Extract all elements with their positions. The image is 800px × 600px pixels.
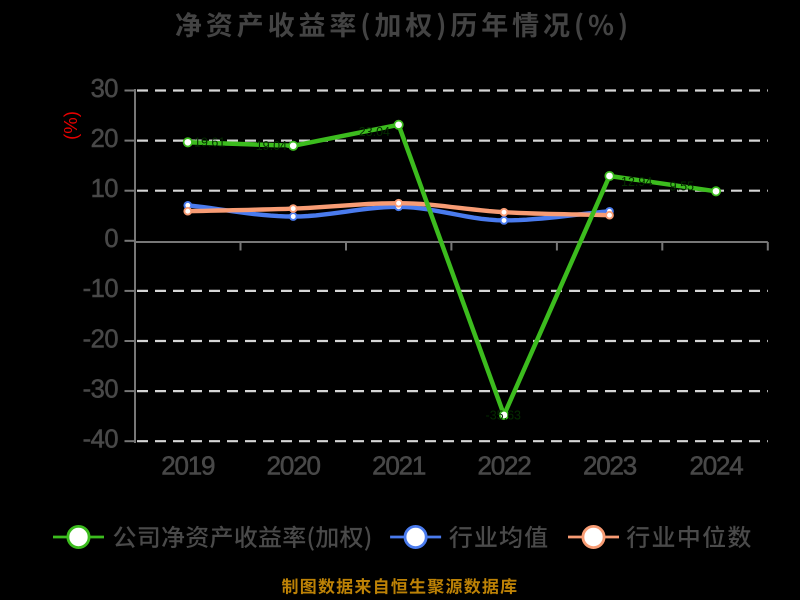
- svg-text:2021: 2021: [372, 450, 426, 480]
- svg-text:9.55: 9.55: [670, 180, 694, 194]
- svg-text:2024: 2024: [689, 450, 743, 480]
- svg-text:(%): (%): [60, 111, 81, 140]
- svg-text:2020: 2020: [267, 450, 321, 480]
- svg-text:-30: -30: [83, 375, 119, 403]
- svg-text:2023: 2023: [583, 450, 637, 480]
- svg-text:-10: -10: [83, 275, 119, 303]
- svg-text:-40: -40: [83, 426, 119, 454]
- svg-text:19.61: 19.61: [194, 136, 225, 150]
- svg-text:30: 30: [91, 75, 119, 103]
- svg-text:19.04: 19.04: [256, 139, 287, 153]
- svg-text:-35.63: -35.63: [486, 409, 521, 423]
- svg-text:12.94: 12.94: [621, 175, 652, 189]
- svg-text:2022: 2022: [477, 450, 531, 480]
- svg-text:10: 10: [91, 175, 119, 203]
- svg-text:23.04: 23.04: [359, 125, 390, 139]
- svg-text:2019: 2019: [161, 450, 215, 480]
- svg-text:-20: -20: [83, 325, 119, 353]
- svg-text:0: 0: [104, 225, 118, 253]
- svg-text:20: 20: [91, 125, 119, 153]
